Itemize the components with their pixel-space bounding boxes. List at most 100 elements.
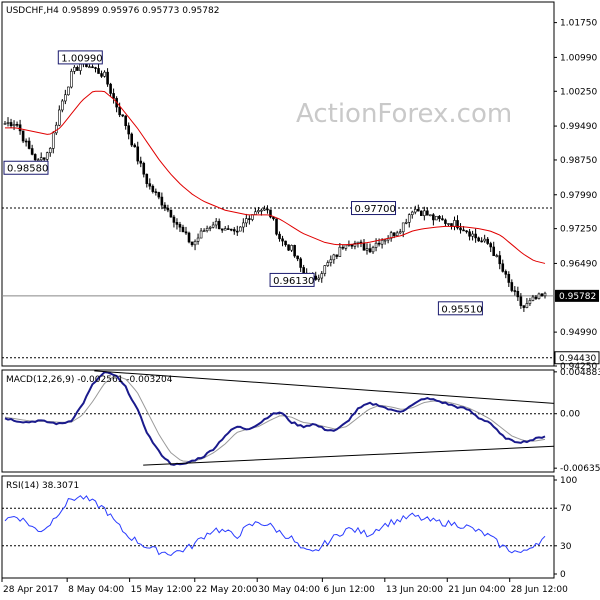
price-candle-body [380,239,384,245]
price-candle-body [154,191,158,193]
x-axis-label: 28 Jun 12:00 [511,585,568,595]
price-axis-label: 0.96490 [560,259,597,269]
price-candle-body [401,222,405,233]
price-candle-body [477,237,480,242]
price-candle-body [371,247,375,253]
price-candle-body [172,216,176,223]
price-annotation-label: 0.98580 [7,164,48,175]
price-panel-frame [1,1,555,367]
price-candle-body [398,231,402,234]
price-candle-body [70,71,73,88]
price-candle-body [51,132,55,149]
level-price-tag [554,351,600,365]
price-candle-body [416,208,420,212]
price-candle-body [392,232,396,236]
price-candle-body [42,157,46,160]
price-candle-body [166,207,170,211]
price-candle-body [239,226,242,232]
rsi-axis-label: 100 [560,476,577,486]
macd-trendline [143,445,555,466]
moving-average-line [5,90,546,264]
price-candle-body [519,296,523,306]
price-candle-body [160,196,164,206]
rsi-series: 100 70 30 0 [2,476,577,580]
macd-signal-line [4,375,546,463]
macd-panel-frame [1,369,555,473]
price-annotation-box [3,160,49,175]
price-candle-body [365,248,369,251]
price-candle-body [531,296,535,301]
price-candle-body [248,218,251,220]
price-candle-body [24,140,28,143]
price-candle-body [368,248,372,253]
price-candle-body [495,255,499,257]
price-candle-body [432,214,435,221]
price-candle-body [383,239,387,242]
price-candle-body [118,106,121,116]
price-candle-body [299,258,302,268]
price-candle-body [468,231,471,237]
price-candle-body [441,218,444,221]
x-axis-label: 6 Jun 12:00 [323,585,375,595]
macd-series: 0.004883 0.00 -0.006354 [2,368,600,474]
price-candle-body [504,271,508,275]
rsi-axis-label: 0 [560,570,566,580]
price-candle-body [136,146,140,162]
price-candle-body [232,229,236,232]
macd-axis-label: 0.004883 [560,368,600,378]
price-candle-body [462,229,465,232]
price-candle-body [471,233,474,237]
price-candle-body [338,246,342,257]
price-axis-label: 0.97250 [560,225,597,235]
price-candle-body [356,241,360,244]
price-candle-body [15,124,19,126]
price-candle-body [103,71,106,77]
price-candle-body [175,222,179,225]
price-axis-label: 0.98750 [560,156,597,166]
price-candle-body [501,263,505,272]
macd-trendline [94,370,555,404]
price-candle-body [163,204,167,209]
price-candle-body [142,162,146,175]
price-candle-body [130,133,134,146]
price-candle-body [353,242,357,247]
price-candle-body [302,267,305,274]
price-candle-body [100,73,103,77]
price-candle-body [79,63,82,71]
price-candle-body [290,245,293,251]
level-price-label: 0.94430 [559,354,596,364]
price-candle-body [395,232,399,236]
price-candle-body [266,208,269,211]
price-candle-body [21,130,25,142]
price-candle-body [516,290,520,298]
price-header-symbol: USDCHF,H4 [6,6,59,16]
price-candle-body [447,223,450,225]
price-candle-body [444,219,447,224]
price-candle-body [67,86,70,96]
price-candle-body [459,227,462,231]
price-candle-body [6,122,10,124]
price-candle-body [208,226,212,229]
price-candle-body [489,243,492,248]
price-annotation-box [437,301,483,316]
price-candle-body [193,241,197,246]
price-candle-body [317,277,321,280]
price-candle-body [323,265,327,274]
price-candle-body [329,259,333,263]
price-candle-body [133,144,137,148]
price-candle-body [97,68,100,74]
price-candle-body [540,293,544,297]
price-candle-body [148,183,152,187]
price-candle-body [260,209,263,212]
price-axis-label: 1.00990 [560,53,597,63]
price-candle-body [293,245,296,257]
price-candle-body [106,71,109,85]
price-candle-body [257,210,260,213]
price-candle-body [537,293,541,299]
price-candle-body [202,230,206,233]
price-candle-body [157,192,161,198]
price-candle-body [39,157,43,161]
watermark: ActionForex.com [296,99,512,129]
price-candle-body [314,275,318,280]
price-candle-body [199,230,203,239]
